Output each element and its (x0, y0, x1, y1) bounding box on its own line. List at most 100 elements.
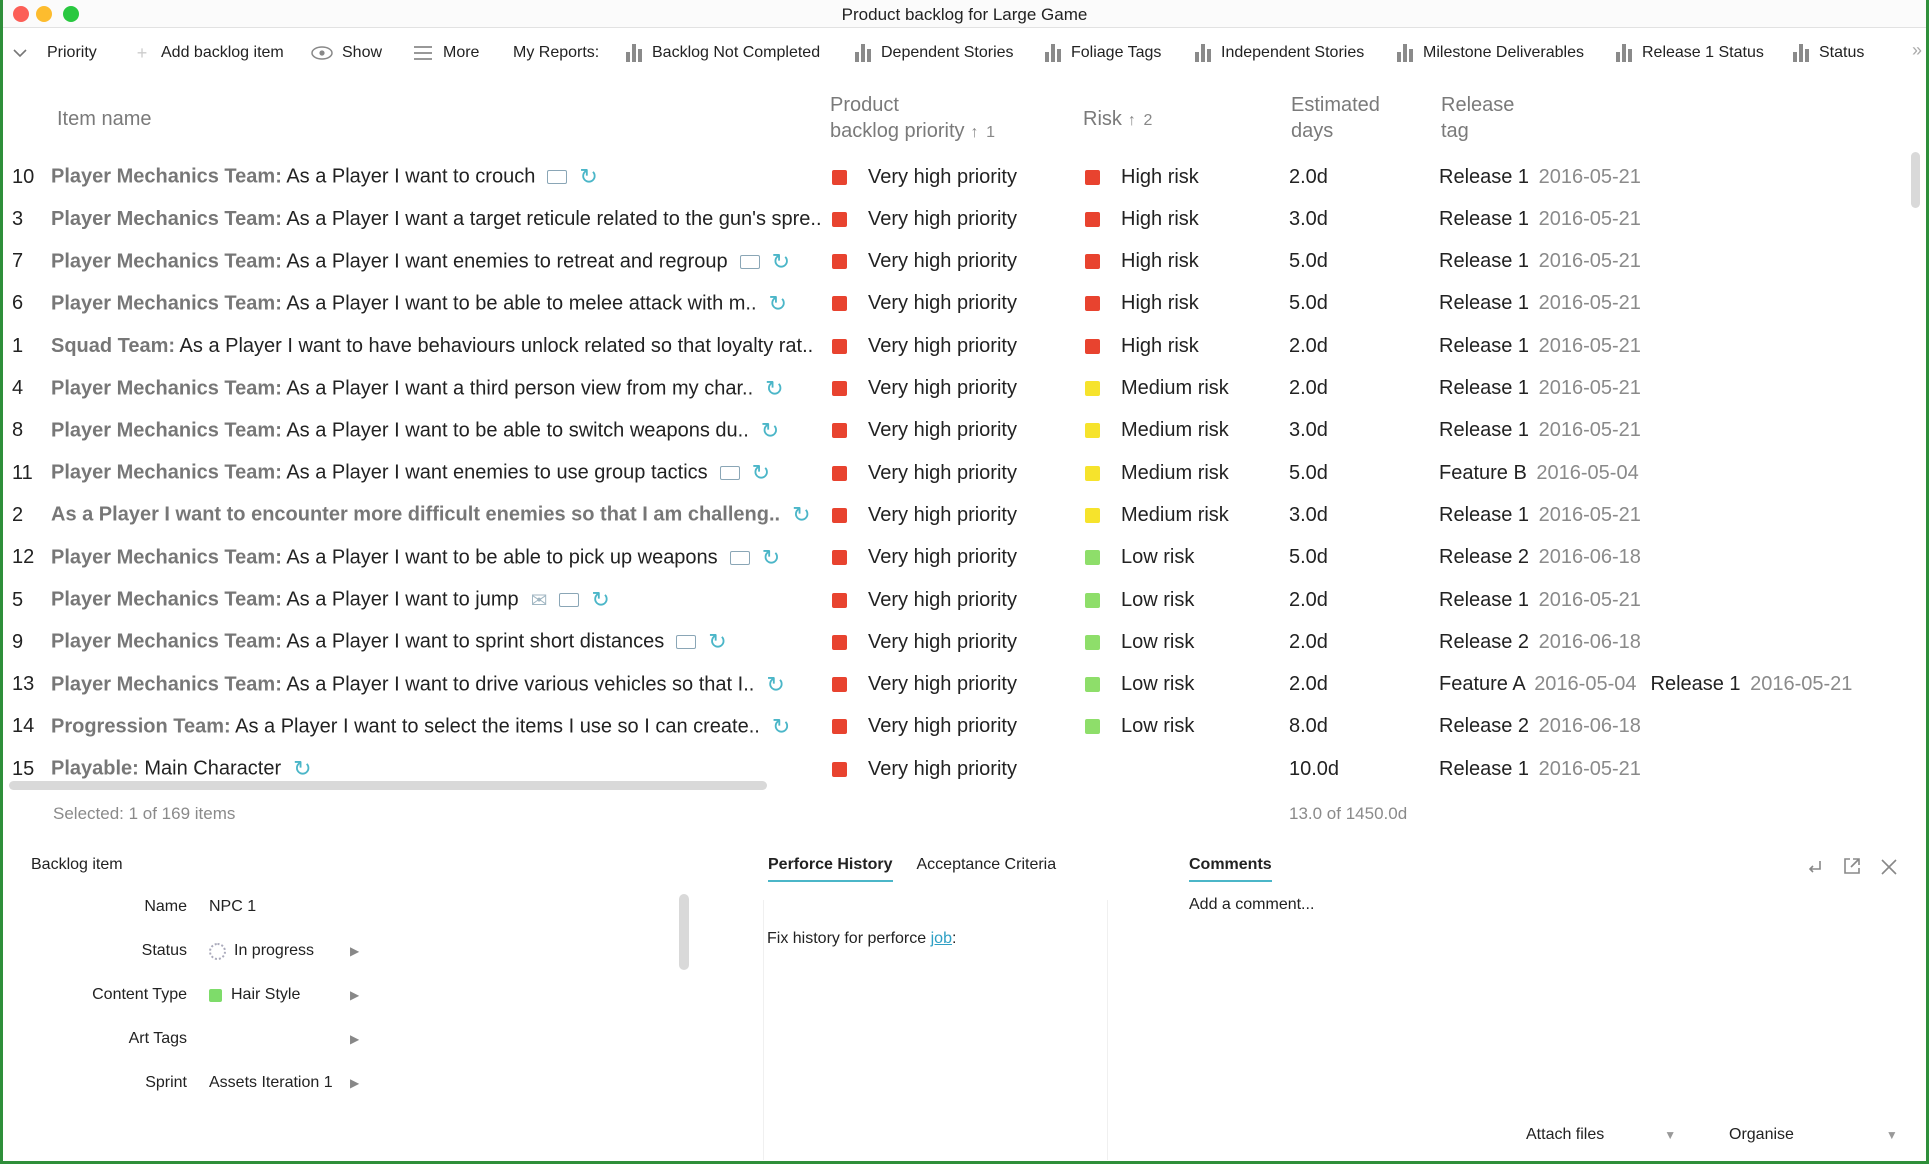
item-name[interactable]: Progression Team: As a Player I want to … (51, 714, 821, 740)
priority-cell[interactable]: Very high priority (832, 419, 1017, 442)
field-value[interactable]: In progress (209, 942, 314, 960)
risk-cell[interactable]: Medium risk (1085, 377, 1229, 400)
popout-icon[interactable] (1842, 856, 1862, 882)
note-icon[interactable] (719, 466, 740, 481)
item-name[interactable]: Player Mechanics Team: As a Player I wan… (51, 418, 821, 444)
estimated-days[interactable]: 2.0d (1289, 334, 1328, 357)
column-header-release-tag[interactable]: Release tag (1441, 92, 1514, 144)
table-row[interactable]: 7 Player Mechanics Team: As a Player I wa… (3, 241, 1903, 283)
organise-button[interactable]: Organise ▼ (1729, 1126, 1898, 1144)
release-tag-cell[interactable]: Release 1 2016-05-21 (1439, 377, 1641, 400)
priority-menu[interactable]: Priority (13, 28, 97, 78)
item-name[interactable]: Player Mechanics Team: As a Player I wan… (51, 587, 821, 613)
risk-cell[interactable]: Low risk (1085, 673, 1194, 696)
column-header-priority[interactable]: Product backlog priority ↑ 1 (830, 92, 995, 146)
chevron-right-icon[interactable]: ▶ (350, 1032, 360, 1046)
report-release-1-status[interactable]: Release 1 Status (1616, 28, 1764, 78)
priority-cell[interactable]: Very high priority (832, 166, 1017, 189)
chevron-right-icon[interactable]: ▶ (350, 944, 360, 958)
release-tag-cell[interactable]: Release 2 2016-06-18 (1439, 546, 1641, 569)
item-name[interactable]: Player Mechanics Team: As a Player I wan… (51, 672, 821, 698)
priority-cell[interactable]: Very high priority (832, 250, 1017, 273)
priority-cell[interactable]: Very high priority (832, 208, 1017, 231)
release-tag-cell[interactable]: Feature A 2016-05-04 Release 1 2016-05-21 (1439, 673, 1852, 696)
priority-cell[interactable]: Very high priority (832, 504, 1017, 527)
report-status[interactable]: Status (1793, 28, 1864, 78)
release-tag-cell[interactable]: Release 1 2016-05-21 (1439, 504, 1641, 527)
release-tag-cell[interactable]: Release 1 2016-05-21 (1439, 208, 1641, 231)
report-dependent-stories[interactable]: Dependent Stories (855, 28, 1014, 78)
priority-cell[interactable]: Very high priority (832, 377, 1017, 400)
priority-cell[interactable]: Very high priority (832, 631, 1017, 654)
table-row[interactable]: 6 Player Mechanics Team: As a Player I wa… (3, 283, 1903, 325)
link-icon[interactable]: ↻ (771, 248, 791, 274)
field-value[interactable]: Hair Style (209, 986, 300, 1004)
report-backlog-not-completed[interactable]: Backlog Not Completed (626, 28, 820, 78)
field-status[interactable]: Status In progress ▶ (3, 936, 683, 966)
column-header-estimated-days[interactable]: Estimated days (1291, 92, 1380, 144)
estimated-days[interactable]: 10.0d (1289, 757, 1340, 780)
link-icon[interactable]: ↻ (708, 629, 727, 655)
priority-cell[interactable]: Very high priority (832, 292, 1017, 315)
link-icon[interactable]: ↻ (293, 756, 312, 782)
column-header-item-name[interactable]: Item name (57, 108, 152, 130)
estimated-days[interactable]: 2.0d (1289, 377, 1328, 399)
report-milestone-deliverables[interactable]: Milestone Deliverables (1397, 28, 1584, 78)
item-name[interactable]: Playable: Main Character ↻ (51, 756, 821, 782)
link-icon[interactable]: ↻ (768, 290, 787, 316)
estimated-days[interactable]: 8.0d (1289, 715, 1328, 738)
estimated-days[interactable]: 2.0d (1289, 630, 1328, 653)
report-independent-stories[interactable]: Independent Stories (1195, 28, 1364, 78)
release-tag-cell[interactable]: Release 1 2016-05-21 (1439, 419, 1641, 442)
estimated-days[interactable]: 5.0d (1289, 292, 1328, 315)
item-name[interactable]: Player Mechanics Team: As a Player I wan… (51, 460, 821, 486)
chevron-right-icon[interactable]: ▶ (350, 988, 360, 1002)
release-tag-cell[interactable]: Release 1 2016-05-21 (1439, 166, 1641, 189)
table-row[interactable]: 8 Player Mechanics Team: As a Player I wa… (3, 410, 1903, 452)
attach-files-button[interactable]: Attach files ▼ (1526, 1126, 1676, 1144)
link-icon[interactable]: ↻ (591, 587, 610, 612)
note-icon[interactable] (547, 170, 568, 184)
table-row[interactable]: 15 Playable: Main Character ↻ Very high pri… (3, 748, 1903, 790)
close-panel-icon[interactable] (1880, 856, 1898, 882)
item-name[interactable]: Player Mechanics Team: As a Player I wan… (51, 545, 821, 571)
priority-cell[interactable]: Very high priority (832, 546, 1017, 569)
risk-cell[interactable]: High risk (1085, 208, 1199, 231)
link-icon[interactable]: ↻ (766, 671, 785, 697)
table-row[interactable]: 3 Player Mechanics Team: As a Player I wa… (3, 198, 1903, 240)
link-icon[interactable]: ↻ (765, 375, 784, 401)
report-foliage-tags[interactable]: Foliage Tags (1045, 28, 1161, 78)
table-row[interactable]: 13 Player Mechanics Team: As a Player I w… (3, 664, 1903, 706)
release-tag-cell[interactable]: Release 1 2016-05-21 (1439, 292, 1641, 315)
risk-cell[interactable]: Medium risk (1085, 504, 1229, 527)
table-row[interactable]: 5 Player Mechanics Team: As a Player I wa… (3, 579, 1903, 621)
perforce-job-link[interactable]: job (930, 930, 952, 947)
table-row[interactable]: 14 Progression Team: As a Player I want t… (3, 706, 1903, 748)
risk-cell[interactable]: Low risk (1085, 589, 1194, 612)
release-tag-cell[interactable]: Release 1 2016-05-21 (1439, 335, 1641, 358)
item-name[interactable]: Player Mechanics Team: As a Player I wan… (51, 208, 821, 231)
item-name[interactable]: Player Mechanics Team: As a Player I wan… (51, 291, 821, 317)
link-icon[interactable]: ↻ (792, 502, 811, 528)
priority-cell[interactable]: Very high priority (832, 673, 1017, 696)
note-icon[interactable] (559, 593, 580, 607)
table-row[interactable]: 4 Player Mechanics Team: As a Player I wa… (3, 368, 1903, 410)
risk-cell[interactable]: Medium risk (1085, 419, 1229, 442)
toolbar-overflow-icon[interactable]: » (1911, 40, 1922, 60)
dock-icon[interactable] (1806, 856, 1824, 882)
release-tag-cell[interactable]: Release 2 2016-06-18 (1439, 631, 1641, 654)
item-name[interactable]: Player Mechanics Team: As a Player I wan… (51, 249, 821, 275)
detail-scrollbar[interactable] (679, 894, 689, 970)
risk-cell[interactable]: Low risk (1085, 715, 1194, 738)
estimated-days[interactable]: 3.0d (1289, 207, 1328, 230)
risk-cell[interactable]: Medium risk (1085, 462, 1229, 485)
priority-cell[interactable]: Very high priority (832, 589, 1017, 612)
release-tag-cell[interactable]: Release 1 2016-05-21 (1439, 589, 1641, 612)
link-icon[interactable]: ↻ (751, 460, 771, 486)
add-backlog-item-button[interactable]: + Add backlog item (131, 28, 284, 78)
note-icon[interactable] (729, 550, 750, 565)
add-comment-input[interactable]: Add a comment... (1189, 896, 1315, 913)
estimated-days[interactable]: 2.0d (1289, 673, 1328, 696)
table-row[interactable]: 2 As a Player I want to encounter more di… (3, 494, 1903, 536)
tab-acceptance-criteria[interactable]: Acceptance Criteria (916, 856, 1057, 873)
